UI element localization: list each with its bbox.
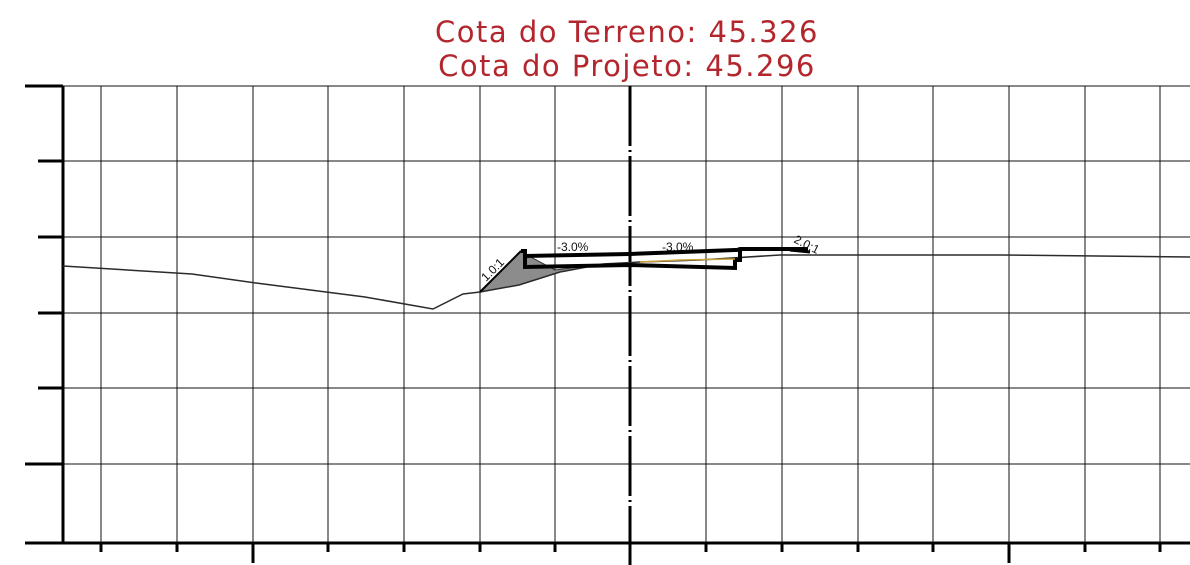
layer-highlight [639,258,736,263]
project-elevation-label: Cota do Projeto: 45.296 [438,49,816,83]
right-slope-line [789,248,811,254]
axes [25,84,1190,563]
right-grade-label: -3.0% [662,240,694,254]
grid [63,85,1190,543]
pavement-section [479,247,811,293]
left-slope-line [479,250,522,293]
right-slope-ratio-label: 2.0:1 [792,232,822,257]
pavement-top [521,247,808,259]
pavement-bottom [523,250,742,271]
terrain-line [62,254,1190,310]
terrain-elevation-label: Cota do Terreno: 45.326 [435,15,819,49]
left-grade-label: -3.0% [557,240,589,254]
